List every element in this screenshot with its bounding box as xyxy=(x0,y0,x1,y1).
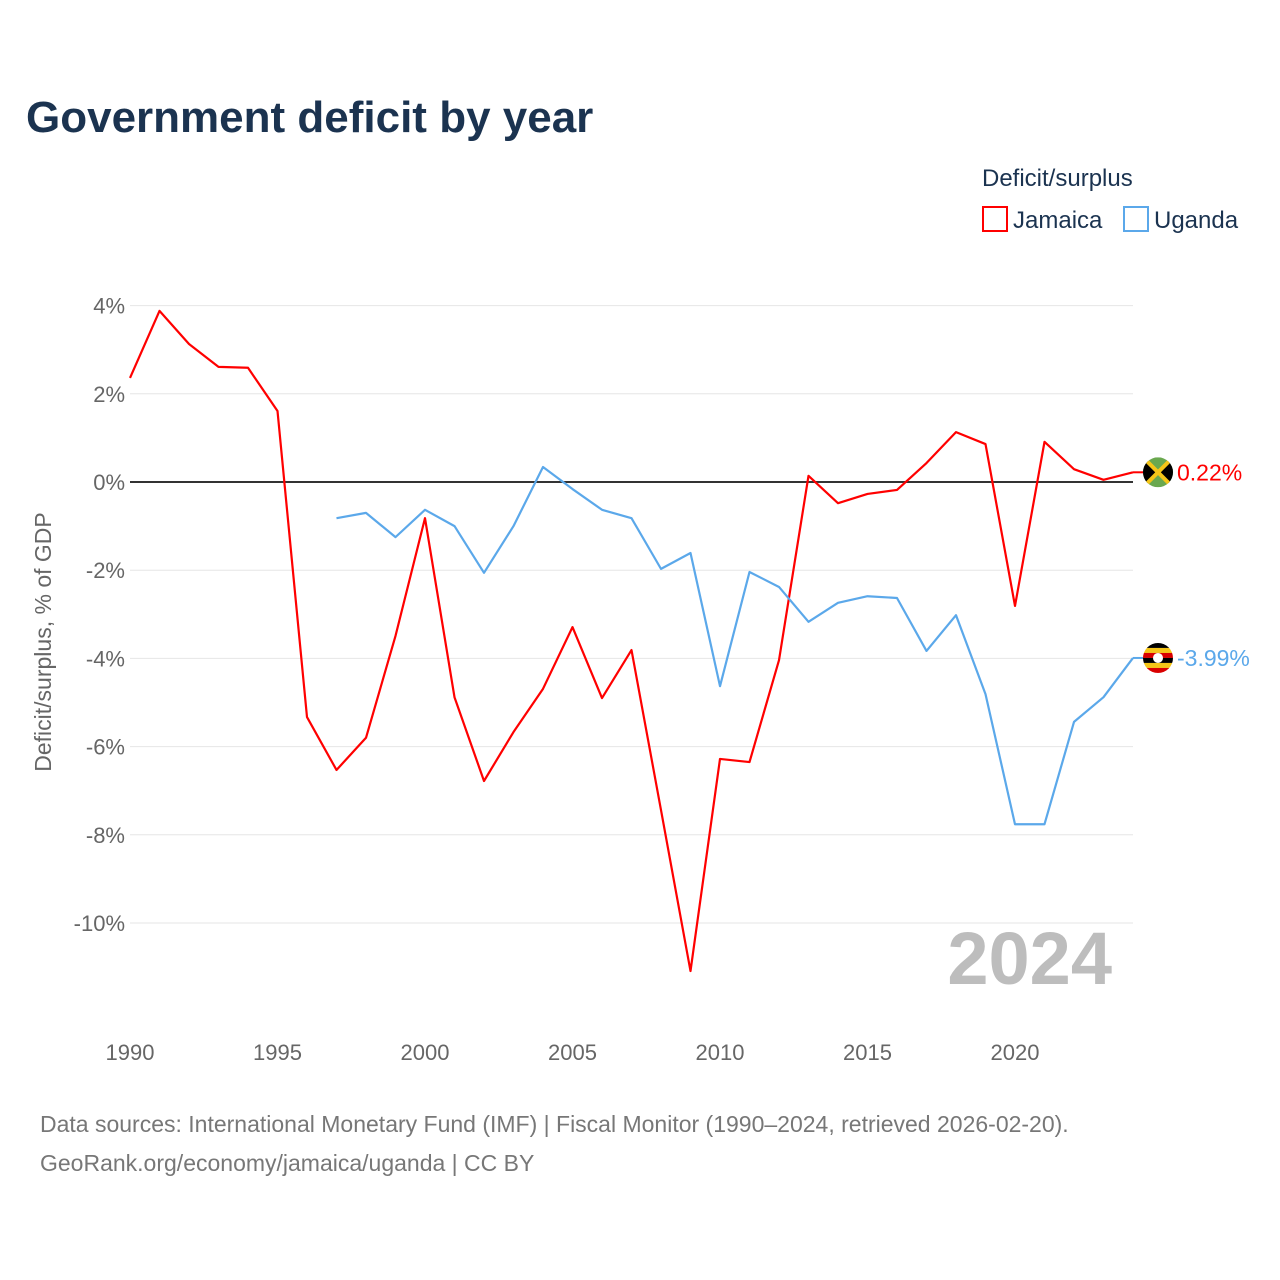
y-tick-label: -6% xyxy=(86,735,125,760)
legend-label: Jamaica xyxy=(1013,207,1103,234)
year-watermark: 2024 xyxy=(947,917,1112,1000)
flag-stripe xyxy=(1143,647,1173,653)
y-tick-label: 2% xyxy=(93,382,125,407)
x-tick-label: 2015 xyxy=(843,1040,892,1065)
legend-swatch xyxy=(982,206,1008,232)
y-axis-label: Deficit/surplus, % of GDP xyxy=(30,512,56,771)
flag-stripe xyxy=(1143,667,1173,673)
y-tick-label: -8% xyxy=(86,823,125,848)
x-tick-label: 1995 xyxy=(253,1040,302,1065)
footer-source: Data sources: International Monetary Fun… xyxy=(40,1111,1069,1137)
y-tick-label: -10% xyxy=(74,911,125,936)
legend: Jamaica Uganda xyxy=(982,206,1239,234)
series-line-uganda xyxy=(336,465,1134,826)
y-tick-label: 4% xyxy=(93,294,125,319)
chart-title: Government deficit by year xyxy=(26,93,593,142)
legend-label: Uganda xyxy=(1154,207,1239,234)
y-tick-label: -2% xyxy=(86,558,125,583)
series-lines: 0.22% -3.99% xyxy=(128,309,1250,973)
flag-stripe xyxy=(1143,662,1173,668)
flag-stripe xyxy=(1143,642,1173,648)
x-tick-label: 2000 xyxy=(401,1040,450,1065)
series-line-jamaica xyxy=(128,309,1134,973)
x-tick-label: 2010 xyxy=(696,1040,745,1065)
x-tick-label: 2020 xyxy=(991,1040,1040,1065)
flag-body xyxy=(1143,642,1173,673)
flag-emblem xyxy=(1153,652,1163,663)
y-tick-label: -4% xyxy=(86,646,125,671)
legend-item-uganda: Uganda xyxy=(1123,206,1239,234)
footer-link[interactable]: GeoRank.org/economy/jamaica/uganda | CC … xyxy=(40,1150,534,1176)
x-axis: 1990 1995 2000 2005 2010 2015 2020 xyxy=(106,1040,1040,1065)
legend-item-jamaica: Jamaica xyxy=(982,206,1103,234)
x-tick-label: 1990 xyxy=(106,1040,155,1065)
y-tick-label: 0% xyxy=(93,470,125,495)
x-tick-label: 2005 xyxy=(548,1040,597,1065)
grid xyxy=(130,305,1133,924)
flag-triangle xyxy=(1158,457,1173,488)
uganda-flag-icon xyxy=(1143,642,1173,673)
legend-title: Deficit/surplus xyxy=(982,165,1133,192)
jamaica-flag-icon xyxy=(1143,457,1173,488)
flag-triangle xyxy=(1143,457,1158,488)
end-value-label: 0.22% xyxy=(1177,459,1242,485)
end-value-label: -3.99% xyxy=(1177,645,1250,671)
legend-swatch xyxy=(1123,206,1149,232)
y-axis: 4% 2% 0% -2% -4% -6% -8% -10% xyxy=(74,294,125,936)
flag-saltire xyxy=(1143,457,1173,488)
flag-body xyxy=(1143,457,1173,488)
